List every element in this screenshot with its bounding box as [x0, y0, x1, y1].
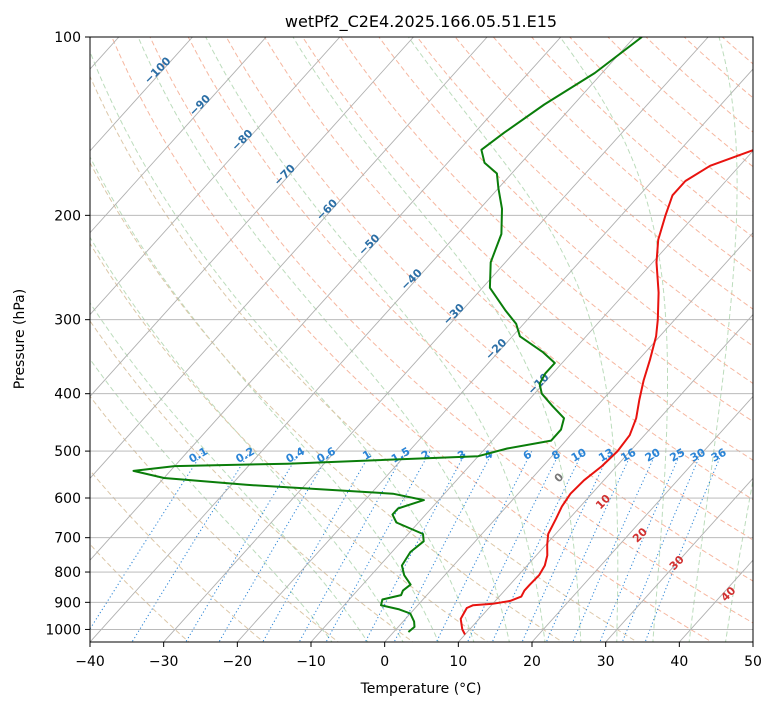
profiles [132, 37, 753, 635]
x-axis-label: Temperature (°C) [360, 681, 482, 697]
mixing-ratio-line [364, 450, 467, 642]
plot-frame [89, 36, 754, 643]
x-tick-label: −40 [75, 654, 105, 670]
x-axis: −40 −30 −20 −10 0 10 20 30 40 50 [75, 642, 762, 670]
mixing-ratio-line [521, 450, 611, 642]
isotherm-grid [90, 37, 753, 642]
dry-adiabat-line [90, 320, 414, 642]
y-tick-label: 600 [54, 491, 81, 507]
y-tick-label: 200 [54, 208, 81, 224]
mixing-ratio-line [599, 450, 682, 642]
isotherm-line [163, 37, 709, 642]
isotherm-line [531, 395, 753, 642]
y-axis: 100 200 300 400 500 600 700 800 900 1000 [45, 30, 90, 638]
isotherm-line [90, 37, 635, 642]
dry-adiabat-line [264, 37, 753, 501]
x-tick-label: 40 [670, 654, 688, 670]
dewpoint-profile-line [132, 37, 643, 633]
x-tick-label: 0 [380, 654, 389, 670]
isotherm-line [384, 232, 753, 642]
x-tick-label: 10 [449, 654, 467, 670]
y-tick-label: 1000 [45, 622, 81, 638]
dry-adiabat-line [187, 37, 753, 582]
isotherm-line [90, 37, 562, 561]
isotherm-line [236, 68, 753, 642]
mixing-ratio-line [131, 450, 251, 642]
isotherm-line [90, 37, 193, 152]
dry-adiabat-line [416, 37, 753, 347]
isotherm-line [605, 477, 753, 642]
x-tick-label: −30 [149, 654, 179, 670]
mixing-ratio-line [545, 450, 633, 642]
y-tick-label: 700 [54, 531, 81, 547]
chart-title: wetPf2_C2E4.2025.166.05.51.E15 [285, 12, 557, 32]
y-tick-label: 500 [54, 444, 81, 460]
mixing-ratio-line [325, 450, 431, 642]
isobar-grid [90, 37, 753, 630]
y-tick-label: 400 [54, 387, 81, 403]
mixing-ratio-line [572, 450, 658, 642]
dry-adiabat-line [378, 37, 753, 385]
dry-adiabat-line [90, 75, 638, 642]
mixing-ratio-line [298, 450, 406, 642]
y-tick-label: 800 [54, 565, 81, 581]
y-axis-label: Pressure (hPa) [12, 289, 28, 389]
mixing-ratio-line [90, 450, 204, 630]
isotherm-line [90, 37, 414, 398]
isotherm-line [457, 313, 753, 642]
moist-adiabat-line [90, 156, 440, 642]
dry-adiabat-line [302, 37, 753, 461]
x-tick-label: −10 [296, 654, 326, 670]
isotherm-line [310, 150, 753, 642]
y-tick-label: 900 [54, 595, 81, 611]
mixing-ratio-line [393, 450, 494, 642]
x-tick-label: 30 [597, 654, 615, 670]
y-tick-label: 100 [54, 30, 81, 46]
plot-area: 0.1 0.2 0.4 0.6 1 1.5 2 3 4 6 8 10 13 16 20 25 30 36−100−… [90, 37, 753, 642]
x-tick-label: 20 [523, 654, 541, 670]
temperature-profile-line [459, 149, 753, 635]
isotherm-line [90, 37, 341, 316]
mixing-ratio-line [435, 450, 533, 642]
isotherm-line [90, 37, 488, 479]
mixing-ratio-line [491, 450, 584, 642]
isotherm-line [90, 37, 267, 234]
x-tick-label: 50 [744, 654, 762, 670]
x-tick-label: −20 [223, 654, 253, 670]
y-tick-label: 300 [54, 313, 81, 329]
